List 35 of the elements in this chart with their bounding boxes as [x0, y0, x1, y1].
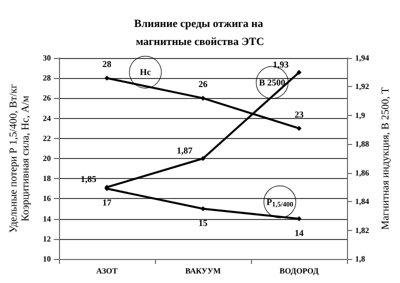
y-tick-label: 10 — [42, 254, 51, 264]
y-tick-label: 26 — [42, 94, 51, 103]
text: 1,87 — [176, 146, 192, 156]
y2-tick-label: 1,88 — [355, 140, 370, 149]
text: 26 — [198, 79, 208, 90]
y-tick-label: 16 — [42, 194, 51, 204]
text: 1,93 — [272, 59, 289, 70]
y-tick-label: 30 — [42, 54, 51, 62]
series-label: Нс — [140, 67, 151, 78]
y-axis-title: Удельные потери Р 1,5/400, Вт/кг Коэрцитивная сила, Нс, А/м — [8, 83, 32, 233]
y2-tick-label: 1,86 — [355, 168, 370, 178]
chart-title: Влияние среды отжига на магнитные свойства ЭТС — [134, 18, 266, 48]
text: 23 — [294, 109, 304, 120]
text: 14 — [294, 228, 304, 238]
text: 28 — [102, 59, 112, 70]
y2-tick-label: 1,8 — [355, 254, 366, 264]
y-tick-label: 20 — [42, 154, 51, 163]
y-tick-label: 28 — [42, 74, 51, 83]
y2-tick-label: 1,94 — [355, 54, 370, 62]
x-tick-label: ВАКУУМ — [185, 266, 222, 276]
y-tick-label: 18 — [42, 174, 51, 184]
y2-tick-label: 1,84 — [355, 197, 370, 206]
y-tick-label: 24 — [42, 114, 51, 123]
y2-tick-label: 1,92 — [355, 82, 370, 92]
y-tick-label: 14 — [42, 214, 51, 224]
y2-tick-label: 1,9 — [355, 110, 366, 120]
x-tick-label: АЗОТ — [96, 266, 118, 276]
y2-axis-title: Магнитная индукция, В 2500, Т — [380, 86, 392, 230]
x-tick-label: ВОДОРОД — [280, 266, 320, 276]
text: 17 — [102, 198, 112, 208]
text: 15 — [198, 218, 208, 228]
y-tick-label: 12 — [42, 234, 51, 244]
series-label: В 2500 — [259, 77, 286, 88]
y-tick-label: 22 — [42, 134, 51, 143]
y2-tick-label: 1,82 — [355, 226, 370, 235]
